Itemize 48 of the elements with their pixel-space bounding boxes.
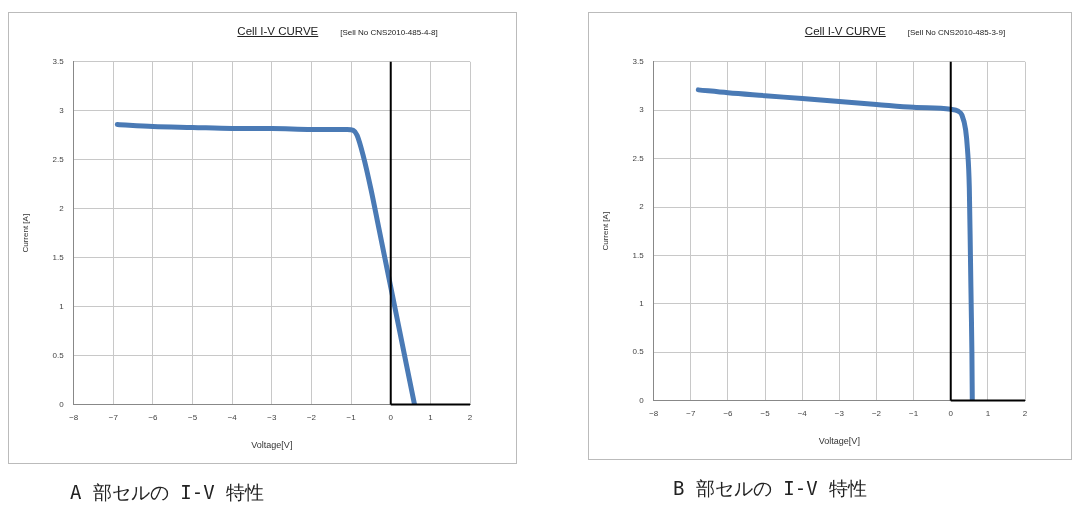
x-tick-label: 1 <box>428 412 434 422</box>
y-tick-label: 1 <box>639 299 645 308</box>
y-tick-label: 0 <box>639 395 645 405</box>
x-tick-label: −4 <box>797 408 808 418</box>
x-tick-label: −4 <box>227 412 238 422</box>
x-tick-label: −5 <box>188 412 198 422</box>
x-tick-label: −6 <box>148 412 159 422</box>
y-axis-title: Current [A] <box>21 213 30 253</box>
chart-title: Cell I-V CURVE <box>804 25 886 37</box>
x-tick-label: −7 <box>108 412 119 422</box>
y-tick-label: 3 <box>639 105 645 115</box>
chart-title: Cell I-V CURVE <box>237 25 319 37</box>
chart-subtitle: [Sell No CNS2010-485-3-9] <box>907 28 1006 37</box>
y-axis-title: Current [A] <box>601 211 610 251</box>
y-tick-label: 2.5 <box>52 154 65 164</box>
y-tick-label: 0.5 <box>52 350 65 360</box>
x-axis-title: Voltage[V] <box>818 436 860 447</box>
y-tick-label: 1 <box>59 301 65 311</box>
x-tick-label: 0 <box>948 408 954 418</box>
x-tick-label: 2 <box>467 412 473 422</box>
y-tick-label: 1.5 <box>52 252 65 262</box>
y-tick-label: 1.5 <box>632 250 645 260</box>
y-tick-label: 0.5 <box>632 347 645 357</box>
x-tick-label: −5 <box>760 408 771 418</box>
x-tick-label: −8 <box>69 412 79 422</box>
x-tick-label: −2 <box>306 412 317 422</box>
x-tick-label: −3 <box>834 408 845 418</box>
y-tick-label: 0 <box>59 399 65 409</box>
y-tick-label: 2.5 <box>632 153 645 163</box>
x-tick-label: −8 <box>649 408 659 418</box>
x-tick-label: −2 <box>871 408 882 418</box>
x-tick-label: 1 <box>985 408 991 418</box>
x-tick-label: 0 <box>388 412 394 422</box>
text: A 部セルの I-V 特性 <box>70 480 266 505</box>
x-axis-title: Voltage[V] <box>251 440 293 451</box>
y-tick-label: 3 <box>59 105 65 115</box>
x-tick-label: 2 <box>1022 408 1028 418</box>
x-tick-label: −7 <box>686 408 696 418</box>
x-tick-label: −3 <box>267 412 277 422</box>
x-tick-label: −1 <box>909 408 919 418</box>
y-tick-label: 2 <box>59 203 65 213</box>
y-tick-label: 2 <box>639 202 645 212</box>
x-tick-label: −1 <box>346 412 357 422</box>
x-tick-label: −6 <box>723 408 734 418</box>
y-tick-label: 3.5 <box>632 57 645 66</box>
y-tick-label: 3.5 <box>52 57 65 66</box>
text: B 部セルの I-V 特性 <box>673 476 869 501</box>
chart-subtitle: [Sell No CNS2010-485-4-8] <box>340 28 438 37</box>
